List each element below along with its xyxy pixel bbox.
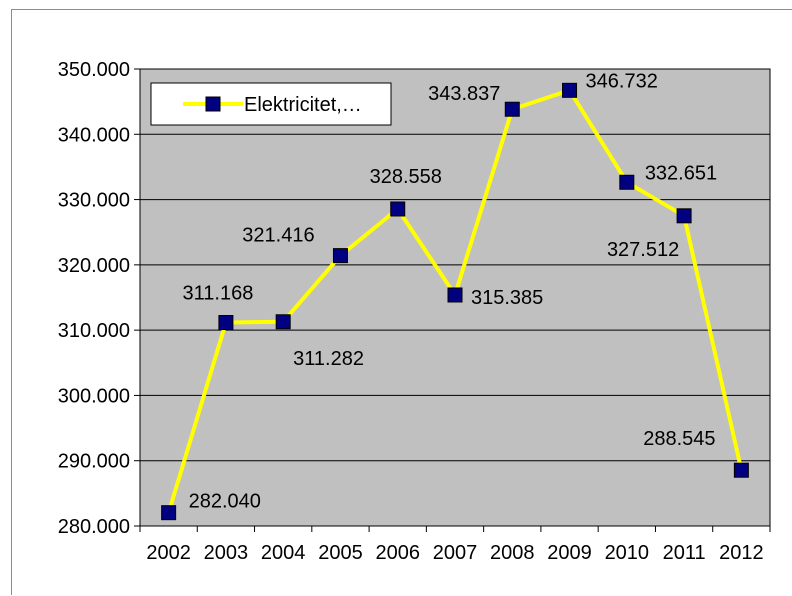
x-tick-label: 2007 — [433, 542, 478, 564]
data-label: 343.837 — [428, 83, 500, 105]
x-tick-label: 2003 — [204, 542, 249, 564]
y-tick-label: 280.000 — [58, 516, 130, 538]
chart-frame: 280.000 290.000 300.000 310.000 320.000 330.0… — [11, 9, 792, 595]
data-point — [676, 208, 692, 224]
x-tick-label: 2004 — [261, 542, 306, 564]
x-tick-label: 2012 — [719, 542, 764, 564]
data-point — [504, 101, 520, 117]
y-tick-label: 350.000 — [58, 59, 130, 81]
data-label: 311.282 — [293, 348, 364, 370]
x-tick-label: 2005 — [318, 542, 363, 564]
data-point — [161, 505, 177, 521]
data-point — [218, 315, 234, 331]
data-label: 282.040 — [189, 491, 261, 513]
data-label: 321.416 — [242, 225, 314, 247]
data-label: 332.651 — [645, 162, 717, 184]
x-tick-label: 2011 — [663, 542, 706, 564]
data-point — [447, 287, 463, 303]
y-tick-label: 310.000 — [58, 320, 130, 342]
y-tick-label: 340.000 — [58, 124, 130, 146]
data-point — [562, 82, 578, 98]
data-point — [619, 174, 635, 190]
legend-marker — [205, 96, 221, 112]
data-point — [275, 314, 291, 330]
y-tick-label: 300.000 — [58, 385, 130, 407]
line-chart: 280.000 290.000 300.000 310.000 320.000 330.0… — [58, 59, 771, 564]
x-tick-label: 2002 — [146, 542, 191, 564]
data-label: 327.512 — [607, 239, 679, 261]
data-point — [332, 248, 348, 264]
y-tick-label: 320.000 — [58, 255, 130, 277]
data-label: 311.168 — [183, 283, 254, 305]
y-tick-label: 290.000 — [58, 451, 130, 473]
data-label: 346.732 — [586, 70, 658, 92]
legend-label: Elektricitet,… — [244, 94, 362, 116]
data-label: 328.558 — [370, 166, 442, 188]
x-tick-label: 2009 — [547, 542, 592, 564]
x-tick-label: 2010 — [605, 542, 650, 564]
data-label: 288.545 — [643, 428, 715, 450]
x-tick-label: 2008 — [490, 542, 535, 564]
legend: Elektricitet,… — [150, 82, 392, 126]
data-point — [733, 462, 749, 478]
y-tick-label: 330.000 — [58, 190, 130, 212]
x-tick-label: 2006 — [375, 542, 420, 564]
data-label: 315.385 — [471, 287, 543, 309]
data-point — [390, 201, 406, 217]
